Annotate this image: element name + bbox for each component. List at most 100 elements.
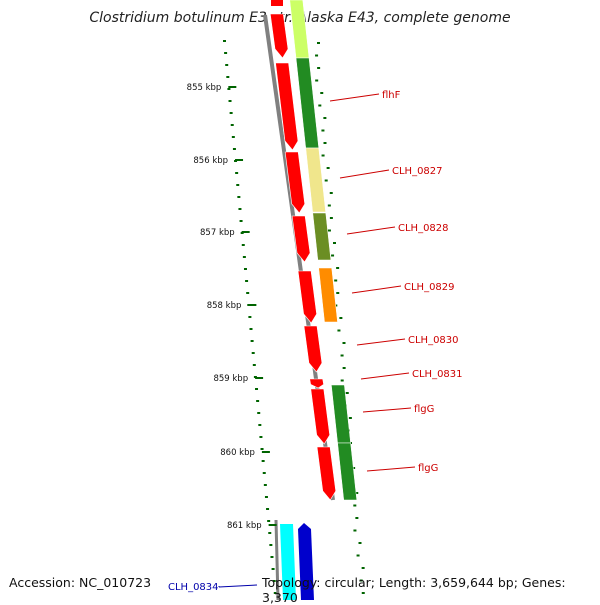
gc-skew-dot	[273, 592, 277, 594]
backbone-line	[274, 519, 280, 600]
gc-skew-dot	[224, 52, 228, 54]
gc-skew-dot	[259, 436, 263, 438]
gc-content-dot	[329, 217, 333, 219]
tick-mark	[268, 524, 277, 526]
forward-gene-arrow-4	[291, 215, 311, 263]
gc-content-dot	[331, 254, 335, 257]
gene-label-leader	[362, 407, 412, 413]
cog-box	[305, 147, 326, 213]
gc-skew-dot	[226, 76, 230, 78]
tick-label: 859 kbp	[213, 374, 248, 384]
gc-skew-dot	[268, 532, 272, 534]
gc-skew-dot	[235, 172, 239, 174]
gc-skew-dot	[230, 124, 234, 126]
gc-skew-dot	[262, 472, 266, 474]
gene-label-leader	[346, 226, 396, 235]
gene-label-leader	[329, 93, 380, 102]
gc-content-dot	[333, 242, 336, 244]
gc-skew-dot	[243, 268, 247, 270]
gc-skew-dot	[239, 220, 243, 222]
cog-box	[289, 0, 310, 59]
gc-skew-dot	[236, 184, 240, 186]
reverse-gene-arrow	[298, 523, 314, 600]
forward-gene-arrow-3	[284, 151, 306, 214]
tick-label: 857 kbp	[200, 228, 235, 238]
forward-gene-arrow-7	[309, 378, 324, 389]
gc-skew-dot	[266, 508, 270, 510]
tick-mark	[248, 304, 257, 306]
gc-content-dot	[334, 279, 338, 282]
gc-skew-dot	[249, 328, 253, 330]
gene-label: flgG	[418, 463, 438, 474]
gc-content-dot	[320, 92, 324, 94]
gc-skew-dot	[255, 388, 259, 390]
gc-content-dot	[327, 229, 331, 232]
gene-label: flgG	[414, 404, 434, 415]
gc-content-dot	[324, 179, 328, 182]
forward-gene-arrow-2	[275, 62, 299, 151]
forward-gene-arrow-8	[310, 388, 331, 445]
gc-skew-dot	[228, 100, 232, 102]
tick-mark	[241, 231, 250, 233]
gc-content-dot	[321, 129, 325, 132]
gc-skew-dot	[250, 340, 254, 342]
gc-content-dot	[337, 329, 341, 332]
gc-skew-dot	[258, 424, 262, 426]
gc-skew-dot	[237, 196, 241, 198]
forward-gene-arrow-0	[271, 0, 283, 6]
gene-label-leader	[366, 466, 416, 472]
gc-content-dot	[358, 542, 362, 544]
gc-skew-dot	[256, 400, 260, 402]
cog-box	[312, 212, 332, 261]
gc-content-dot	[340, 354, 344, 357]
gc-content-dot	[340, 379, 344, 382]
gc-content-dot	[356, 554, 360, 557]
tick-mark	[255, 377, 264, 379]
gc-content-dot	[336, 267, 340, 269]
gc-skew-dot	[238, 208, 242, 210]
gc-content-dot	[326, 167, 330, 169]
gc-skew-dot	[223, 40, 226, 42]
gc-skew-dot	[242, 256, 246, 258]
reverse-gene-box	[280, 524, 296, 600]
gc-content-dot	[321, 154, 325, 157]
forward-gene-arrow-1	[269, 13, 289, 59]
gene-label: CLH_0834	[168, 582, 219, 593]
gc-content-dot	[327, 204, 331, 207]
gc-skew-dot	[272, 580, 276, 582]
gc-skew-dot	[252, 364, 256, 366]
gc-content-dot	[318, 104, 322, 107]
gc-content-dot	[345, 392, 349, 394]
gc-content-dot	[353, 529, 357, 532]
tick-label: 855 kbp	[187, 83, 222, 93]
gene-label-leader	[351, 285, 402, 294]
gc-skew-dot	[241, 244, 245, 246]
gene-label: CLH_0829	[404, 282, 455, 293]
gc-skew-dot	[251, 352, 255, 354]
gc-content-dot	[342, 367, 346, 369]
gene-label: CLH_0828	[398, 223, 449, 234]
gc-skew-dot	[270, 556, 274, 558]
topology-text: Topology: circular; Length: 3,659,644 bp…	[262, 575, 566, 605]
gene-label: CLH_0827	[392, 166, 443, 177]
tick-label: 861 kbp	[227, 521, 262, 531]
accession-text: Accession: NC_010723	[9, 575, 152, 590]
gc-content-dot	[352, 467, 356, 469]
gene-label: CLH_0831	[412, 369, 463, 380]
gene-label: flhF	[382, 90, 401, 101]
gc-content-dot	[336, 292, 340, 294]
tick-label: 860 kbp	[220, 448, 255, 458]
gc-content-dot	[339, 317, 343, 319]
gene-label-leader	[360, 372, 410, 380]
gc-skew-dot	[261, 460, 265, 462]
forward-gene-arrow-6	[303, 325, 323, 373]
tick-mark	[261, 451, 270, 453]
gc-content-dot	[317, 67, 321, 69]
gc-content-dot	[329, 192, 333, 194]
gc-skew-dot	[246, 292, 250, 294]
gc-skew-dot	[231, 136, 235, 138]
forward-gene-arrow-5	[297, 270, 317, 324]
gc-skew-dot	[232, 148, 236, 150]
gc-skew-dot	[248, 316, 252, 318]
